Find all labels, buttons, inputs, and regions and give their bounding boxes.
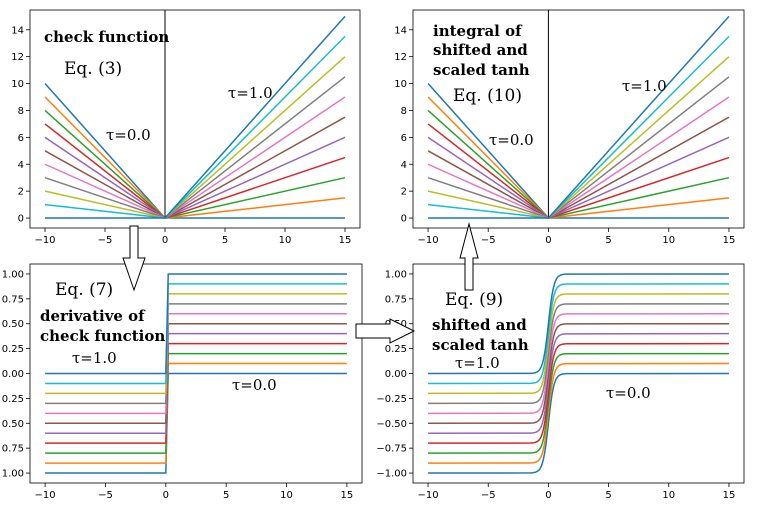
annotation-tau: τ=1.0 <box>72 349 117 367</box>
annotation-title: derivative of <box>40 307 146 325</box>
x-tick-label: −10 <box>34 235 55 246</box>
x-tick-label: 15 <box>723 490 736 501</box>
y-tick-label: 4 <box>18 160 24 171</box>
arrow-up-icon <box>459 222 479 291</box>
panel-check_function <box>26 9 361 232</box>
series-tau-0.2 <box>428 352 729 454</box>
y-tick-label: 6 <box>18 133 24 144</box>
x-tick-label: −10 <box>417 490 438 501</box>
x-tick-label: 5 <box>605 235 611 246</box>
x-tick-label: 10 <box>662 490 675 501</box>
y-tick-label: 1.00 <box>385 269 407 280</box>
y-tick-label: 0.75 <box>2 444 24 455</box>
y-tick-label: 0.00 <box>385 369 407 380</box>
annotation-title: shifted and <box>433 41 528 59</box>
series-tau-0.5 <box>428 322 729 425</box>
panel-integral_shifted_scaled_tanh <box>409 9 745 232</box>
annotation-tau: τ=0.0 <box>232 376 277 394</box>
annotation-tau: τ=0.0 <box>106 126 151 144</box>
annotation-title: integral of <box>433 22 523 40</box>
y-tick-label: 0.50 <box>2 419 24 430</box>
annotation-tau: τ=1.0 <box>228 84 273 102</box>
x-tick-label: −5 <box>98 235 113 246</box>
annotation-title: check function <box>44 28 169 46</box>
series-tau-0.1 <box>428 362 729 464</box>
y-tick-label: 0.00 <box>2 369 24 380</box>
x-tick-label: 10 <box>279 235 292 246</box>
annotation-eq: Eq. (9) <box>445 290 503 310</box>
series-tau-1.0 <box>428 15 730 219</box>
annotation-title: scaled tanh <box>432 336 529 354</box>
annotation-title: check function <box>40 327 165 345</box>
y-tick-label: 0.25 <box>385 344 407 355</box>
x-tick-label: −5 <box>481 490 496 501</box>
y-tick-label: 0.25 <box>2 344 24 355</box>
x-tick-label: 5 <box>222 235 228 246</box>
arrow-down-icon <box>122 225 146 292</box>
annotation-tau: τ=1.0 <box>455 354 500 372</box>
series-tau-0.9 <box>428 283 729 385</box>
x-tick-label: 5 <box>223 490 229 501</box>
annotation-eq: Eq. (10) <box>453 86 522 106</box>
y-tick-label: 1.00 <box>2 269 24 280</box>
y-tick-label: −0.50 <box>376 419 407 430</box>
y-tick-label: 2 <box>401 187 407 198</box>
y-tick-label: 2 <box>18 187 24 198</box>
y-tick-label: 6 <box>401 133 407 144</box>
annotation-title: shifted and <box>432 316 527 334</box>
y-tick-label: 10 <box>394 79 407 90</box>
y-tick-label: 12 <box>394 52 407 63</box>
x-tick-label: −10 <box>35 490 56 501</box>
y-tick-label: 8 <box>18 106 24 117</box>
annotation-tau: τ=1.0 <box>622 77 667 95</box>
series-tau-1.0 <box>45 15 346 219</box>
y-tick-label: −0.75 <box>376 444 407 455</box>
x-tick-label: −5 <box>98 490 113 501</box>
x-tick-label: 0 <box>545 490 551 501</box>
x-tick-label: −5 <box>481 235 496 246</box>
series-tau-1.0 <box>45 273 347 375</box>
x-tick-label: −10 <box>417 235 438 246</box>
y-tick-label: 0.25 <box>2 394 24 405</box>
x-tick-label: 10 <box>662 235 675 246</box>
x-tick-label: 0 <box>545 235 551 246</box>
annotation-eq: Eq. (7) <box>55 280 113 300</box>
annotation-tau: τ=0.0 <box>606 384 651 402</box>
x-tick-label: 15 <box>341 490 354 501</box>
y-tick-label: 0.75 <box>385 294 407 305</box>
panel-shifted_scaled_tanh <box>409 263 745 487</box>
x-tick-label: 10 <box>280 490 293 501</box>
series-tau-1.0 <box>428 273 729 375</box>
series-tau-0.7 <box>428 303 729 405</box>
series-tau-0.0 <box>428 372 729 474</box>
y-tick-label: 14 <box>394 25 407 36</box>
annotation-tau: τ=0.0 <box>489 131 534 149</box>
series-tau-0.4 <box>428 332 729 434</box>
x-tick-label: 0 <box>163 490 169 501</box>
x-tick-label: 15 <box>723 235 736 246</box>
series-tau-0.8 <box>428 293 729 395</box>
y-tick-label: 14 <box>11 25 24 36</box>
y-tick-label: −0.25 <box>376 394 407 405</box>
x-tick-label: 0 <box>162 235 168 246</box>
y-tick-label: 8 <box>401 106 407 117</box>
series-tau-0.6 <box>428 313 729 415</box>
y-tick-label: 1.00 <box>2 469 24 480</box>
arrow-right-icon <box>355 318 416 344</box>
x-tick-label: 15 <box>339 235 352 246</box>
y-tick-label: 4 <box>401 160 407 171</box>
y-tick-label: 0.50 <box>2 319 24 330</box>
y-tick-label: 12 <box>11 52 24 63</box>
y-tick-label: 0 <box>401 214 407 225</box>
y-tick-label: −1.00 <box>376 469 407 480</box>
series-tau-0.3 <box>428 342 729 444</box>
annotation-eq: Eq. (3) <box>64 59 122 79</box>
x-tick-label: 5 <box>605 490 611 501</box>
y-tick-label: 0.75 <box>2 294 24 305</box>
y-tick-label: 10 <box>11 79 24 90</box>
panel-derivative_check_function <box>26 263 363 487</box>
annotation-title: scaled tanh <box>433 61 530 79</box>
y-tick-label: 0 <box>18 214 24 225</box>
